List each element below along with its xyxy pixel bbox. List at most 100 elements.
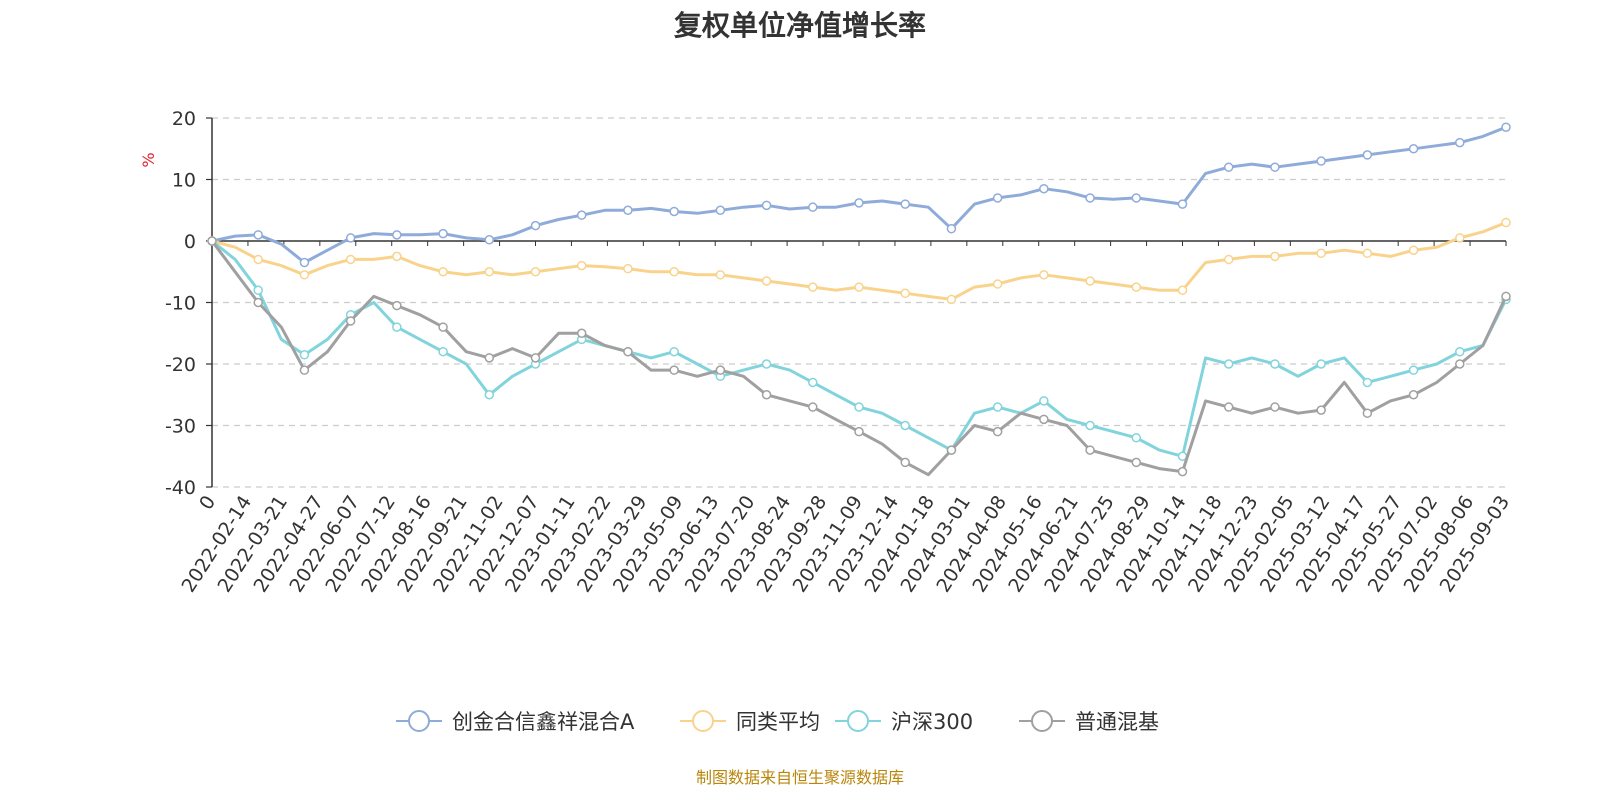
- data-point: [854, 198, 864, 208]
- data-point: [946, 294, 957, 305]
- data-point: [900, 420, 910, 431]
- data-point: [1039, 414, 1049, 425]
- data-point: [992, 402, 1003, 412]
- series-line: [211, 239, 1508, 458]
- data-point: [1131, 457, 1142, 468]
- data-point: [623, 263, 633, 274]
- data-point: [992, 426, 1003, 437]
- data-point: [1177, 466, 1188, 477]
- data-point: [1131, 433, 1142, 443]
- data-point: [1501, 122, 1511, 132]
- data-point: [1501, 291, 1511, 302]
- data-point: [1039, 396, 1049, 406]
- data-point: [530, 267, 541, 277]
- data-point: [1270, 359, 1280, 369]
- data-point: [392, 322, 402, 332]
- data-point: [715, 205, 726, 215]
- data-point: [1177, 285, 1188, 295]
- x-tick-label: 0: [195, 492, 220, 514]
- data-point: [484, 235, 495, 245]
- data-point: [253, 254, 263, 265]
- data-point: [1177, 199, 1188, 209]
- data-point: [392, 300, 402, 311]
- grid-lines: [212, 117, 1506, 488]
- data-point: [392, 251, 402, 262]
- data-point: [623, 205, 633, 215]
- data-point: [1039, 270, 1049, 280]
- data-point: [854, 426, 864, 437]
- data-point: [1316, 405, 1326, 415]
- data-point: [576, 260, 587, 271]
- data-point: [623, 346, 633, 357]
- source-footer: 制图数据来自恒生聚源数据库: [695, 768, 904, 787]
- legend-label: 创金合信鑫祥混合A: [452, 710, 635, 734]
- legend-marker: [1031, 710, 1053, 732]
- data-point: [808, 282, 818, 292]
- data-point: [299, 350, 310, 360]
- data-point: [438, 346, 448, 357]
- data-point: [946, 223, 957, 234]
- data-point: [808, 402, 818, 412]
- data-point: [669, 346, 679, 357]
- data-point: [1408, 245, 1419, 255]
- data-point: [1085, 193, 1095, 203]
- y-tick-label: 20: [172, 108, 196, 130]
- data-point: [392, 230, 402, 240]
- data-point: [669, 206, 679, 217]
- data-point: [1408, 390, 1419, 400]
- chart-title: 复权单位净值增长率: [673, 9, 926, 42]
- data-point: [1223, 162, 1234, 172]
- data-point: [484, 267, 495, 277]
- legend-marker: [408, 710, 430, 732]
- data-point: [1408, 144, 1419, 154]
- data-point: [1316, 359, 1326, 369]
- data-point: [576, 210, 587, 220]
- x-axis: 02022-02-142022-03-212022-04-272022-06-0…: [178, 240, 1514, 596]
- data-point: [207, 236, 217, 246]
- data-point: [1316, 156, 1326, 166]
- data-point: [1270, 251, 1280, 262]
- data-point: [1501, 217, 1511, 228]
- data-point: [1455, 359, 1465, 369]
- data-point: [438, 322, 448, 332]
- data-point: [761, 276, 772, 286]
- data-point: [530, 220, 541, 231]
- data-point: [1131, 282, 1142, 292]
- data-point: [900, 288, 910, 299]
- data-point: [715, 270, 726, 280]
- legend-label: 沪深300: [891, 710, 973, 734]
- y-tick-label: -30: [165, 416, 196, 438]
- data-point: [345, 254, 356, 265]
- data-point: [1223, 402, 1234, 412]
- data-point: [484, 353, 495, 363]
- data-point: [1270, 402, 1280, 412]
- data-point: [669, 365, 679, 375]
- data-point: [345, 316, 356, 326]
- y-tick-label: -10: [165, 293, 196, 315]
- data-point: [1085, 420, 1095, 431]
- data-point: [900, 199, 910, 209]
- legend-label: 同类平均: [736, 710, 820, 734]
- data-point: [1362, 248, 1373, 259]
- data-point: [1455, 137, 1465, 148]
- data-point: [299, 365, 310, 375]
- data-point: [1362, 408, 1373, 418]
- data-point: [992, 193, 1003, 203]
- data-point: [253, 297, 263, 308]
- data-point: [1362, 150, 1373, 160]
- data-point: [1270, 162, 1280, 172]
- data-point: [992, 279, 1003, 289]
- data-point: [576, 328, 587, 338]
- data-point: [1223, 254, 1234, 265]
- data-point: [715, 365, 726, 375]
- data-point: [253, 285, 263, 295]
- data-point: [1455, 346, 1465, 357]
- data-point: [808, 377, 818, 388]
- data-point: [299, 257, 310, 268]
- series-line: [210, 240, 1508, 477]
- data-point: [1131, 193, 1142, 203]
- legend-marker: [692, 710, 714, 732]
- legend-marker: [847, 710, 869, 732]
- y-tick-label: 10: [172, 170, 196, 192]
